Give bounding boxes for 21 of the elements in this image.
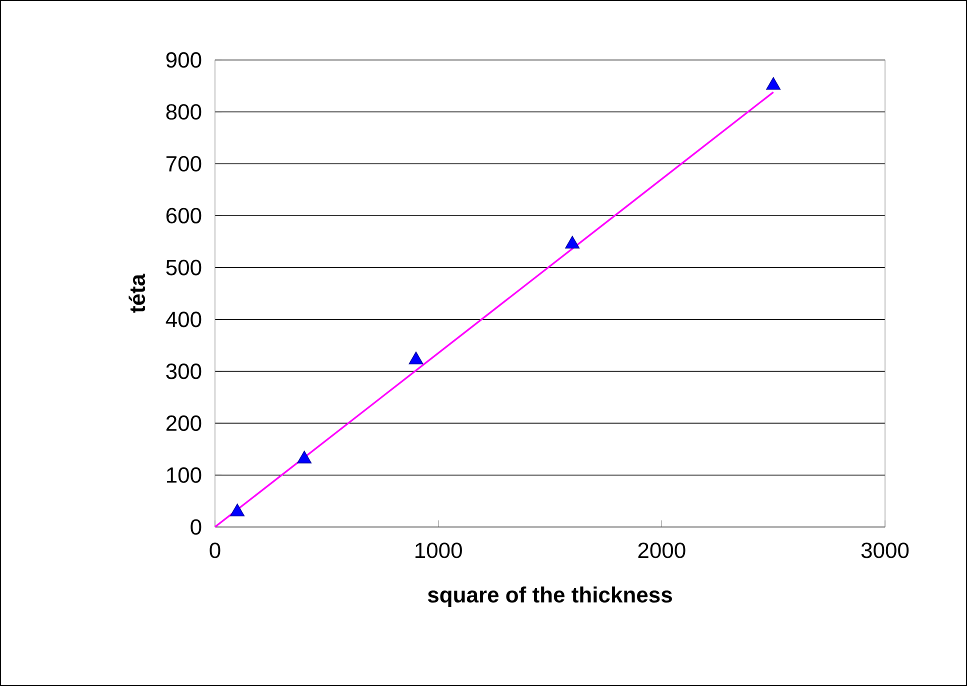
y-tick-label: 900 xyxy=(166,52,202,68)
point xyxy=(766,77,781,90)
point xyxy=(297,450,312,464)
point xyxy=(408,352,424,364)
y-axis-title: téta xyxy=(128,274,146,313)
y-tick-label: 200 xyxy=(166,415,202,432)
x-tick-label: 0 xyxy=(210,542,220,558)
x-tick-label: 1000 xyxy=(416,542,462,558)
y-tick-label: 300 xyxy=(166,364,202,380)
y-tick-label: 800 xyxy=(166,104,202,120)
y-tick-label: 0 xyxy=(190,519,202,535)
y-tick-label: 100 xyxy=(167,467,202,483)
point xyxy=(230,504,245,516)
y-tick-label: 600 xyxy=(166,208,202,224)
y-tick-label: 400 xyxy=(166,312,202,328)
point xyxy=(565,236,580,249)
y-tick-label: 700 xyxy=(166,156,202,172)
x-tick-label: 2000 xyxy=(638,542,686,558)
y-tick-label: 500 xyxy=(166,260,202,276)
x-tick-label: 3000 xyxy=(861,542,909,558)
x-axis-title: square of the thickness xyxy=(428,586,672,607)
